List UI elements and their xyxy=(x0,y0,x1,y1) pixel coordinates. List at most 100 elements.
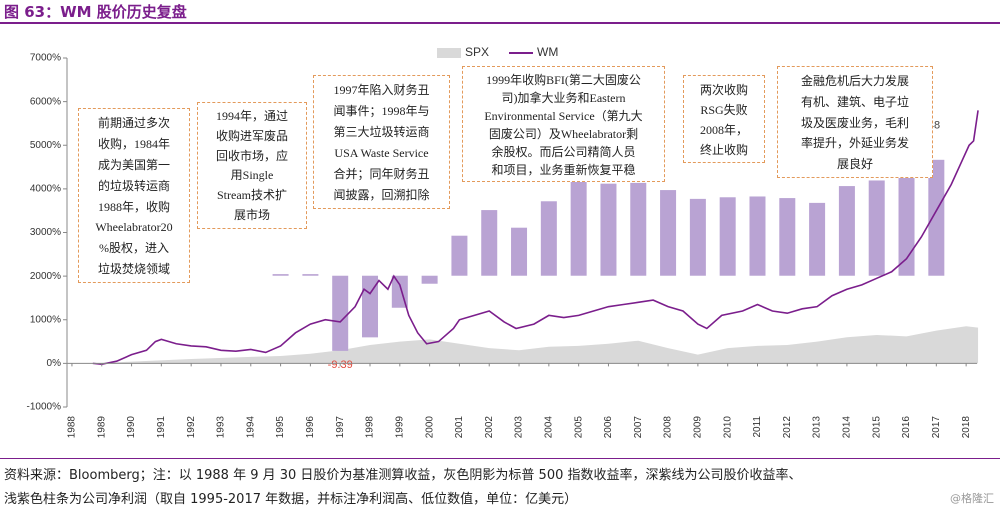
figure-title: 图 63：WM 股价历史复盘 xyxy=(4,3,187,21)
annotation-line: Wheelabrator20 xyxy=(95,220,173,235)
title-rule xyxy=(0,22,1000,24)
x-tick-label: 2001 xyxy=(454,416,465,439)
annotation-line: 闻披露，回溯扣除 xyxy=(333,188,430,202)
x-tick-label: 1993 xyxy=(216,416,227,439)
annotation-line: Stream技术扩 xyxy=(217,188,287,203)
annotation-line: 垃圾焚烧领域 xyxy=(97,262,170,277)
x-tick-label: 2014 xyxy=(842,416,853,439)
x-tick-label: 1988 xyxy=(67,416,78,439)
bar xyxy=(719,197,736,276)
bar xyxy=(511,227,528,276)
watermark: @格隆汇 xyxy=(950,492,994,505)
annotation-line: 收购，1984年 xyxy=(97,136,170,151)
annotation-line: 回收市场，应 xyxy=(215,148,288,163)
annotation-line: 司)加拿大业务和Eastern xyxy=(501,91,626,105)
annotation-line: 1999年收购BFI(第二大固废公 xyxy=(486,73,641,87)
annotation-line: %股权，进入 xyxy=(99,241,169,256)
annotation-line: 1994年，通过 xyxy=(215,109,288,123)
x-tick-label: 2015 xyxy=(871,416,882,439)
x-tick-label: 2013 xyxy=(812,416,823,439)
y-tick-label: 7000% xyxy=(30,53,61,64)
annotation-line: 用Single xyxy=(230,168,274,183)
annotation-line: 终止收购 xyxy=(699,143,748,157)
chart: -9.3914.48-1000%0%1000%2000%3000%4000%50… xyxy=(27,45,979,439)
bar xyxy=(928,159,945,276)
x-tick-label: 1997 xyxy=(335,416,346,439)
annotation-line: 的垃圾转运商 xyxy=(97,178,170,193)
legend-swatch xyxy=(437,48,461,58)
annotation-line: RSG失败 xyxy=(700,103,748,117)
bar xyxy=(779,198,796,276)
legend-label: SPX xyxy=(465,45,489,59)
annotation-line: 合并；同年财务丑 xyxy=(333,167,430,181)
x-tick-label: 1990 xyxy=(126,416,137,439)
annotation-line: 金融危机后大力发展 xyxy=(800,74,909,88)
y-tick-label: 3000% xyxy=(30,227,61,238)
y-tick-label: 0% xyxy=(47,358,62,369)
line xyxy=(92,110,979,366)
y-tick-label: 2000% xyxy=(30,271,61,282)
x-tick-label: 2011 xyxy=(752,416,763,438)
annotation-box: 两次收购 RSG失败 2008年， 终止收购 xyxy=(683,75,765,163)
x-tick-label: 1991 xyxy=(156,416,167,439)
annotation-line: 1997年陷入财务丑 xyxy=(333,83,430,97)
annotation-line: USA Waste Service xyxy=(334,146,429,160)
bar xyxy=(272,274,289,276)
legend: SPX WM xyxy=(437,45,558,59)
x-tick-label: 2000 xyxy=(424,416,435,439)
annotation-line: 率提升，外延业务发 xyxy=(800,136,909,151)
annotation-box: 1994年，通过 收购进军废品 回收市场，应 用Single Stream技术扩 展市场 xyxy=(197,102,307,229)
bar xyxy=(451,235,468,276)
annotation-line: 前期通过多次 xyxy=(97,116,170,130)
y-tick-label: 6000% xyxy=(30,96,61,107)
x-tick-label: 2003 xyxy=(514,416,525,439)
annotation-line: 和项目，业务重新恢复平稳 xyxy=(491,163,636,177)
footer-rule xyxy=(0,458,1000,459)
annotation-line: Environmental Service（第九大 xyxy=(484,109,643,123)
bar xyxy=(630,182,647,276)
bar xyxy=(600,183,617,276)
bar xyxy=(838,186,855,276)
x-tick-label: 1994 xyxy=(245,416,256,439)
x-tick-label: 2017 xyxy=(931,416,942,439)
bar xyxy=(540,201,557,276)
area xyxy=(92,326,979,364)
x-tick-label: 1989 xyxy=(96,416,107,439)
bar xyxy=(809,202,826,276)
x-tick-label: 2005 xyxy=(573,416,584,439)
annotation-line: 闻事件；1998年与 xyxy=(333,104,430,118)
x-tick-label: 1992 xyxy=(186,416,197,439)
annotation-line: 固废公司）及Wheelabrator剩 xyxy=(488,127,639,141)
x-tick-label: 2016 xyxy=(901,416,912,439)
x-tick-label: 1999 xyxy=(394,416,405,439)
annotation-line: 两次收购 xyxy=(699,83,748,97)
bar xyxy=(302,274,319,276)
annotation-line: 有机、建筑、电子垃 xyxy=(800,94,909,109)
y-tick-label: 1000% xyxy=(30,314,61,325)
legend-label: WM xyxy=(537,45,558,59)
x-tick-label: 2006 xyxy=(603,416,614,439)
y-tick-label: -1000% xyxy=(27,402,62,413)
bar xyxy=(421,275,438,284)
x-tick-label: 1996 xyxy=(305,416,316,439)
x-tick-label: 2007 xyxy=(633,416,644,439)
annotation-box: 前期通过多次 收购，1984年 成为美国第一 的垃圾转运商 1988年，收购 Wheela… xyxy=(78,108,190,283)
x-tick-label: 2004 xyxy=(543,416,554,439)
annotation-box: 1997年陷入财务丑 闻事件；1998年与 第三大垃圾转运商 USA Waste Se… xyxy=(313,75,450,209)
annotation-box: 金融危机后大力发展 有机、建筑、电子垃 圾及医废业务，毛利 率提升，外延业务发 展良好 xyxy=(777,66,933,178)
x-tick-label: 1998 xyxy=(365,416,376,439)
annotation-line: 展市场 xyxy=(233,208,270,223)
bar xyxy=(689,198,706,276)
annotation-line: 余股权。而后公司精简人员 xyxy=(491,145,636,159)
x-tick-label: 2008 xyxy=(663,416,674,439)
bar xyxy=(898,175,915,276)
annotation-box: 1999年收购BFI(第二大固废公 司)加拿大业务和Eastern Environm… xyxy=(462,66,665,182)
bar xyxy=(332,275,349,351)
x-tick-label: 2012 xyxy=(782,416,793,439)
annotation-line: 收购进军废品 xyxy=(215,128,288,143)
annotation-line: 成为美国第一 xyxy=(97,157,170,172)
bar xyxy=(481,210,498,276)
annotation-line: 1988年，收购 xyxy=(97,199,170,214)
bar xyxy=(570,181,587,276)
